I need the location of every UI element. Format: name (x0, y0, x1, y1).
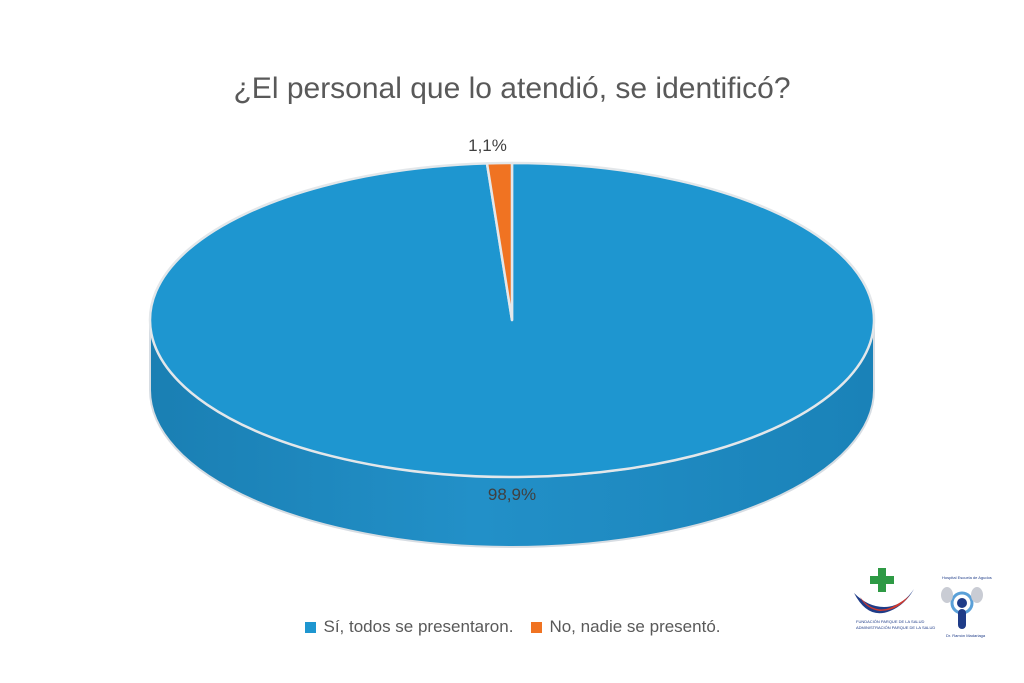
legend-item-no: No, nadie se presentó. (531, 617, 721, 637)
pie-slice-no (485, 161, 514, 322)
data-label-si: 98,9% (488, 485, 536, 504)
fundacion-logo-subtext: ADMINISTRACIÓN PARQUE DE LA SALUD (856, 625, 935, 630)
hospital-logo-text-top: Hospital Escuela de Agudos (942, 575, 992, 580)
hospital-logo: Hospital Escuela de Agudos Dr. Ramón Mad… (941, 575, 992, 638)
institution-logos: FUNDACIÓN PARQUE DE LA SALUD ADMINISTRAC… (854, 568, 992, 638)
chart-legend: Sí, todos se presentaron. No, nadie se p… (0, 617, 1024, 637)
legend-label-no: No, nadie se presentó. (549, 617, 721, 636)
fundacion-logo: FUNDACIÓN PARQUE DE LA SALUD ADMINISTRAC… (854, 568, 935, 630)
legend-swatch-no (531, 621, 543, 633)
legend-label-si: Sí, todos se presentaron. (323, 617, 514, 636)
legend-item-si: Sí, todos se presentaron. (305, 617, 513, 637)
fundacion-logo-text: FUNDACIÓN PARQUE DE LA SALUD (856, 619, 924, 624)
data-label-no: 1,1% (468, 136, 507, 155)
legend-swatch-si (305, 621, 317, 633)
chart-title: ¿El personal que lo atendió, se identifi… (233, 72, 791, 105)
hospital-logo-text-bottom: Dr. Ramón Madariaga (946, 633, 986, 638)
